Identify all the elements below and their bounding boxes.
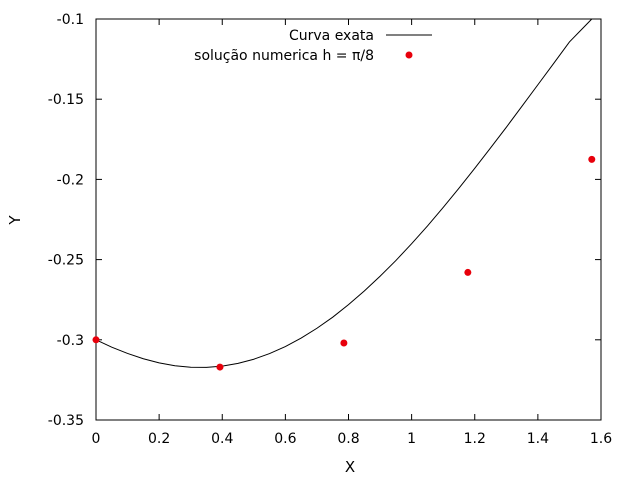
data-point-numerical-solution bbox=[464, 268, 472, 276]
legend: Curva exata solução numerica h = π/8 bbox=[194, 28, 432, 64]
x-tick-label: 0.6 bbox=[274, 431, 296, 447]
series-line-exact-curve bbox=[95, 18, 593, 368]
y-tick-label: -0.35 bbox=[48, 413, 84, 429]
y-tick-label: -0.15 bbox=[48, 92, 84, 108]
legend-label-exact-curve: Curva exata bbox=[289, 28, 374, 44]
x-tick-label: 0.8 bbox=[337, 431, 359, 447]
x-tick-label: 1.4 bbox=[527, 431, 549, 447]
legend-marker-numerical-solution bbox=[405, 51, 413, 59]
x-tick-label: 1.2 bbox=[464, 431, 486, 447]
data-point-numerical-solution bbox=[340, 339, 348, 347]
y-tick-label: -0.2 bbox=[57, 172, 84, 188]
x-axis-label: X bbox=[345, 458, 355, 476]
x-tick-label: 0 bbox=[92, 431, 101, 447]
data-point-numerical-solution bbox=[588, 155, 596, 163]
x-tick-label: 0.2 bbox=[148, 431, 170, 447]
y-axis-label: Y bbox=[6, 215, 24, 226]
x-tick-label: 0.4 bbox=[211, 431, 233, 447]
x-tick-label: 1.6 bbox=[590, 431, 612, 447]
data-point-numerical-solution bbox=[92, 336, 100, 344]
data-point-numerical-solution bbox=[216, 363, 224, 371]
plot-frame bbox=[95, 18, 602, 421]
y-axis-ticks: -0.35 -0.3 -0.25 -0.2 -0.15 -0.1 bbox=[48, 12, 601, 429]
x-tick-label: 1 bbox=[407, 431, 416, 447]
y-tick-label: -0.25 bbox=[48, 253, 84, 269]
series-layer bbox=[92, 18, 596, 371]
y-tick-label: -0.3 bbox=[57, 333, 84, 349]
x-axis-ticks: 0 0.2 0.4 0.6 0.8 1 1.2 1.4 1.6 bbox=[92, 19, 612, 447]
legend-label-numerical-solution: solução numerica h = π/8 bbox=[194, 48, 374, 64]
y-tick-label: -0.1 bbox=[57, 12, 84, 28]
